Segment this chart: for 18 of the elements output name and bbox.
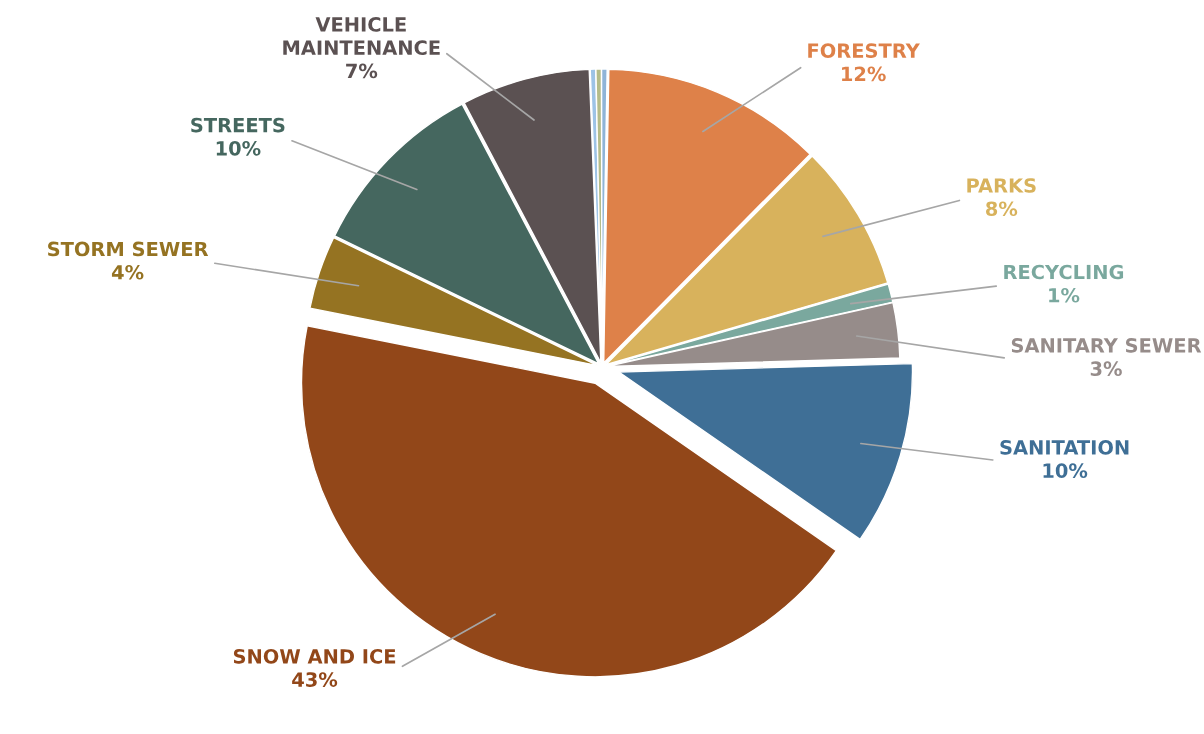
data-label: 7% [346,63,378,79]
data-label: 10% [1043,463,1088,478]
slice-label: PARKS [967,178,1036,193]
slice-label: SNOW AND ICE [233,648,396,664]
data-label: 43% [292,672,338,687]
slice-label: SANITARY SEWER [1011,338,1202,353]
data-label: 4% [111,264,144,280]
slice-label: RECYCLING [1004,264,1124,280]
data-label: 12% [842,66,886,82]
slice-label: STREETS [191,117,285,133]
slice-label: STORM SEWER [48,241,209,257]
slice-label: SANITATION [1000,440,1129,455]
slice-label: VEHICLE MAINTENANCE [283,17,440,56]
data-label: 3% [1090,361,1122,377]
data-label: 10% [216,140,261,156]
data-label: 1% [1049,287,1080,303]
data-label: 8% [986,201,1018,217]
slice-label: FORESTRY [808,43,920,58]
